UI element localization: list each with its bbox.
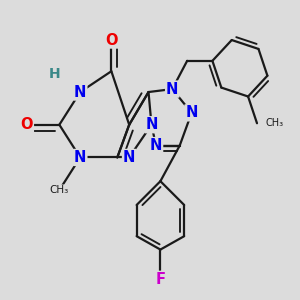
Text: O: O [105,32,118,47]
Text: N: N [166,82,178,97]
Text: N: N [123,150,135,165]
Text: F: F [155,272,165,287]
Text: CH₃: CH₃ [50,185,69,195]
Text: N: N [185,105,198,120]
Text: N: N [74,85,86,100]
Text: O: O [20,117,33,132]
Text: N: N [74,150,86,165]
Text: CH₃: CH₃ [266,118,284,128]
Text: H: H [49,67,61,81]
Text: N: N [145,117,158,132]
Text: N: N [150,138,162,153]
